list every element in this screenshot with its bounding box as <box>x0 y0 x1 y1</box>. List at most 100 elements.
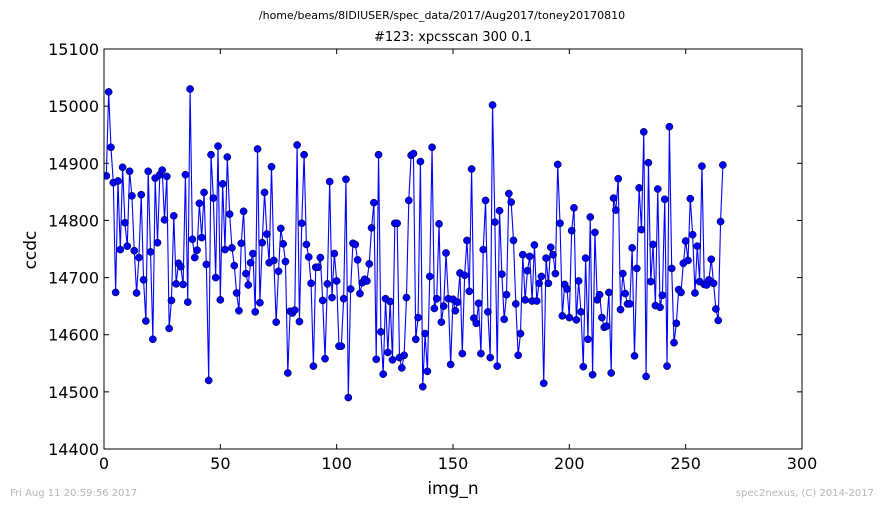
data-point <box>653 185 662 193</box>
data-point <box>249 249 257 258</box>
data-point <box>270 256 278 265</box>
data-point <box>572 316 581 324</box>
data-point <box>328 293 336 302</box>
data-point <box>479 245 488 254</box>
data-point <box>477 349 485 358</box>
data-point <box>304 253 313 261</box>
data-point <box>337 342 346 350</box>
x-tick-label: 250 <box>670 454 701 473</box>
data-point <box>628 244 637 252</box>
data-point <box>211 273 220 282</box>
data-point <box>260 188 269 197</box>
data-point <box>539 379 548 388</box>
data-point <box>160 216 169 224</box>
data-point <box>367 224 376 232</box>
data-point <box>574 277 583 285</box>
y-tick-label: 14400 <box>48 440 99 459</box>
data-point <box>132 289 141 297</box>
data-point <box>430 304 439 313</box>
data-point <box>602 322 611 330</box>
data-point <box>646 277 655 286</box>
data-point <box>649 240 657 249</box>
data-point <box>486 353 495 362</box>
data-point <box>307 279 315 288</box>
chart-title: #123: xpcsscan 300 0.1 <box>374 30 532 45</box>
data-point <box>463 236 471 245</box>
data-point <box>162 172 171 181</box>
data-point <box>190 253 199 262</box>
data-point <box>684 256 692 265</box>
data-point <box>397 364 406 372</box>
data-point <box>498 270 506 278</box>
data-point <box>532 297 541 305</box>
data-point <box>158 166 167 174</box>
x-tick-label: 300 <box>787 454 818 473</box>
data-point <box>416 157 425 166</box>
data-point <box>363 277 371 285</box>
y-tick-label: 15100 <box>48 40 99 59</box>
data-point <box>712 305 720 313</box>
data-point <box>114 177 122 185</box>
data-point <box>644 158 653 167</box>
y-tick-label: 15000 <box>48 97 99 116</box>
data-point <box>223 153 232 161</box>
x-tick-label: 150 <box>438 454 469 473</box>
data-point <box>660 195 669 204</box>
data-point <box>153 238 162 247</box>
data-point <box>544 279 553 288</box>
data-point <box>414 313 422 322</box>
data-point <box>276 224 285 233</box>
data-point <box>707 255 716 264</box>
data-point <box>400 351 408 360</box>
data-point <box>632 264 641 273</box>
data-point <box>639 128 648 136</box>
data-point <box>139 276 148 284</box>
data-point <box>267 162 276 171</box>
data-point <box>356 289 364 298</box>
data-point <box>481 196 490 205</box>
data-point <box>342 175 350 184</box>
data-point <box>242 269 250 278</box>
data-point <box>691 289 699 297</box>
data-point <box>421 329 429 338</box>
data-point <box>516 329 525 338</box>
y-axis-label: ccdc <box>21 230 41 270</box>
data-point <box>688 230 697 239</box>
data-point <box>118 163 127 172</box>
data-point <box>121 218 129 227</box>
data-point <box>244 281 253 289</box>
data-point <box>130 246 139 255</box>
data-point <box>460 271 469 280</box>
data-point <box>125 167 134 176</box>
data-point <box>467 165 476 173</box>
y-tick-label: 14800 <box>48 211 99 230</box>
data-point <box>453 298 462 306</box>
data-point <box>225 210 234 218</box>
data-point <box>251 308 260 316</box>
data-point <box>605 288 613 297</box>
data-point <box>677 288 685 297</box>
data-point <box>581 254 590 262</box>
data-point <box>565 313 574 322</box>
data-point <box>511 300 520 308</box>
data-point <box>293 141 301 149</box>
data-point <box>135 253 143 262</box>
footer-timestamp: Fri Aug 11 20:59:56 2017 <box>10 488 138 499</box>
data-point <box>635 184 643 192</box>
data-point <box>325 177 334 186</box>
data-point <box>377 328 385 336</box>
data-point <box>321 354 329 363</box>
data-point <box>197 233 206 242</box>
data-point <box>193 246 201 254</box>
x-tick-label: 100 <box>321 454 352 473</box>
data-point <box>297 219 306 228</box>
data-point <box>591 228 599 237</box>
data-point <box>176 262 185 271</box>
data-point <box>556 219 564 228</box>
data-point <box>332 277 341 285</box>
data-point <box>439 302 448 310</box>
data-point <box>258 238 267 247</box>
data-point <box>330 249 339 258</box>
data-point <box>202 260 211 269</box>
data-point <box>425 272 434 281</box>
